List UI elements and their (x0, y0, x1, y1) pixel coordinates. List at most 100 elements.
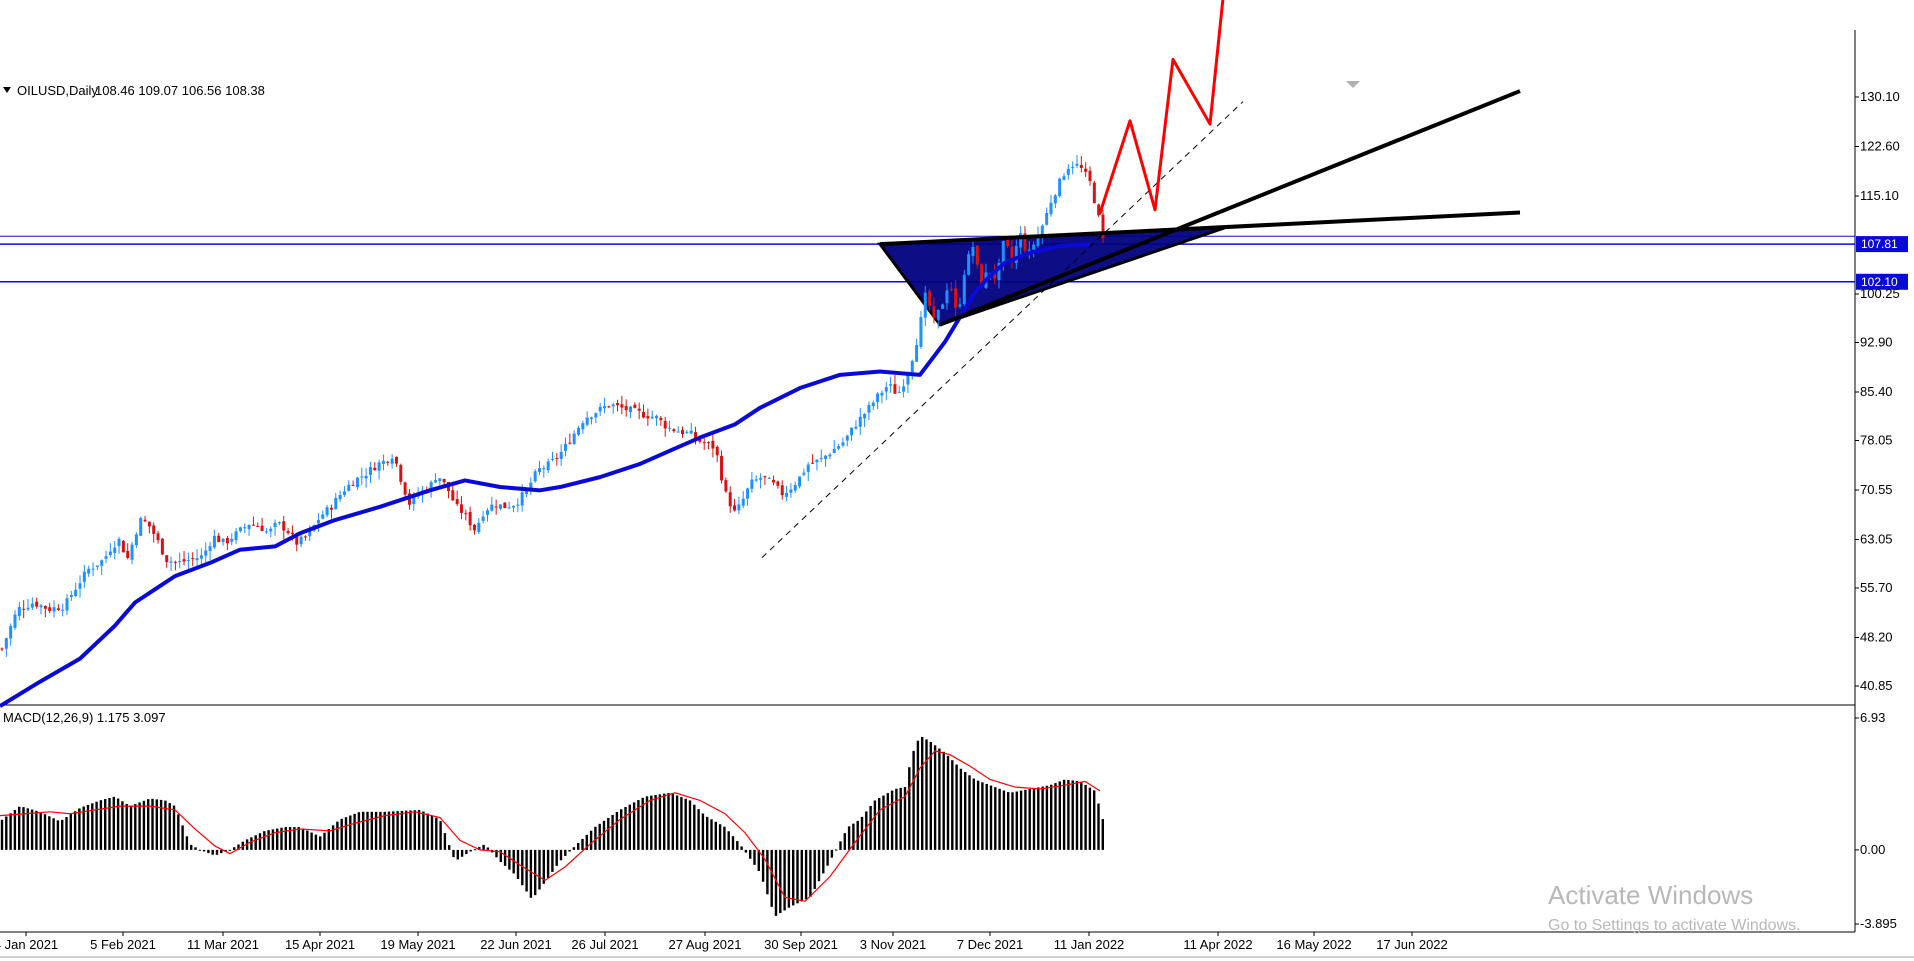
dashed-trendline[interactable] (761, 101, 1244, 559)
candle-body (221, 538, 225, 543)
candle-body (785, 492, 789, 497)
candle-body (87, 568, 91, 574)
candle-body (48, 607, 52, 612)
macd-histogram-bar (985, 783, 988, 850)
candle-body (459, 504, 463, 513)
macd-histogram-bar (632, 802, 636, 850)
x-tick-label: 11 Mar 2021 (187, 937, 259, 952)
macd-histogram-bar (1045, 785, 1049, 850)
macd-histogram-bar (422, 811, 425, 850)
macd-histogram-bar (878, 798, 881, 850)
macd-histogram-bar (959, 768, 963, 850)
candle-body (347, 484, 351, 491)
candle-body (1079, 164, 1083, 168)
macd-histogram-bar (413, 810, 416, 850)
candle-body (551, 458, 554, 460)
ohlc-values: 108.46 109.07 106.56 108.38 (95, 83, 265, 98)
candle-body (902, 386, 906, 392)
macd-histogram-bar (804, 849, 808, 900)
candle-body (139, 518, 143, 536)
candle-body (637, 408, 641, 411)
macd-histogram-bar (585, 834, 588, 850)
macd-histogram-bar (792, 849, 795, 906)
candle-body (958, 304, 962, 307)
macd-histogram-bar (465, 849, 468, 855)
macd-histogram-bar (766, 849, 769, 895)
macd-histogram-bar (1037, 787, 1040, 850)
candle-body (342, 491, 346, 495)
candle-body (542, 468, 546, 470)
candle-body (685, 431, 689, 433)
candle-body (468, 512, 472, 526)
macd-histogram-bar (86, 804, 90, 850)
support-trendline[interactable] (939, 89, 1521, 327)
candle-body (143, 519, 147, 522)
x-tick-label: 19 May 2021 (380, 937, 455, 952)
candle-body (694, 432, 698, 439)
forecast-path[interactable] (1098, 0, 1225, 215)
macd-histogram-bar (215, 849, 219, 855)
macd-histogram-bar (710, 819, 713, 850)
candle-body (949, 288, 953, 290)
candle-body (590, 417, 594, 419)
macd-histogram-bar (383, 811, 386, 850)
macd-histogram-bar (534, 849, 537, 896)
macd-histogram-bar (843, 833, 846, 850)
macd-histogram-bar (925, 739, 928, 850)
candle-body (793, 485, 797, 491)
candle-body (1088, 170, 1092, 182)
y-tick-label: 55.70 (1860, 580, 1893, 595)
macd-histogram-bar (172, 805, 176, 850)
macd-histogram-bar (723, 826, 726, 850)
candle-body (776, 481, 780, 486)
candle-body (61, 609, 65, 611)
x-tick-label: 5 Feb 2021 (90, 937, 156, 952)
moving-average-line[interactable] (0, 242, 1091, 708)
macd-histogram-bar (607, 817, 610, 850)
macd-histogram-bar (658, 794, 662, 850)
macd-histogram-bar (551, 849, 554, 872)
candle-body (30, 603, 34, 608)
macd-histogram-bar (1075, 780, 1079, 850)
candle-body (308, 530, 312, 537)
candle-body (260, 525, 264, 531)
candle-body (485, 510, 489, 515)
candle-body (147, 521, 151, 527)
candle-body (737, 504, 741, 511)
macd-y-tick-label: 6.93 (1860, 710, 1885, 725)
macd-histogram-bar (30, 809, 34, 850)
macd-histogram-bar (508, 849, 511, 870)
candle-body (364, 475, 368, 479)
macd-histogram-bar (456, 849, 459, 860)
macd-histogram-bar (568, 849, 571, 852)
candle-body (555, 458, 559, 460)
macd-histogram-bar (675, 795, 679, 850)
macd-histogram-bar (52, 818, 55, 850)
candle-body (130, 544, 134, 560)
candle-body (277, 522, 281, 524)
symbol-menu-icon[interactable] (3, 87, 11, 93)
candle-body (763, 476, 767, 478)
macd-histogram-bar (56, 820, 60, 850)
candle-body (481, 516, 485, 521)
macd-histogram-bar (912, 750, 915, 850)
candle-body (798, 476, 802, 487)
resistance-trendline[interactable] (879, 210, 1521, 247)
macd-histogram-bar (555, 849, 558, 866)
macd-histogram-bar (78, 808, 81, 850)
candle-body (303, 536, 307, 538)
candle-body (390, 458, 394, 464)
candle-body (581, 423, 585, 430)
candle-body (1049, 202, 1053, 215)
macd-histogram-bar (753, 849, 756, 865)
macd-histogram-bar (749, 849, 752, 859)
macd-histogram-bar (1080, 782, 1083, 850)
candle-body (1097, 204, 1101, 216)
watermark-subtitle: Go to Settings to activate Windows. (1548, 917, 1801, 934)
candle-body (39, 605, 43, 608)
candle-body (616, 403, 620, 406)
macd-histogram-bar (35, 810, 38, 850)
candle-body (69, 594, 73, 597)
macd-histogram-bar (1062, 779, 1066, 850)
candle-body (368, 467, 372, 475)
